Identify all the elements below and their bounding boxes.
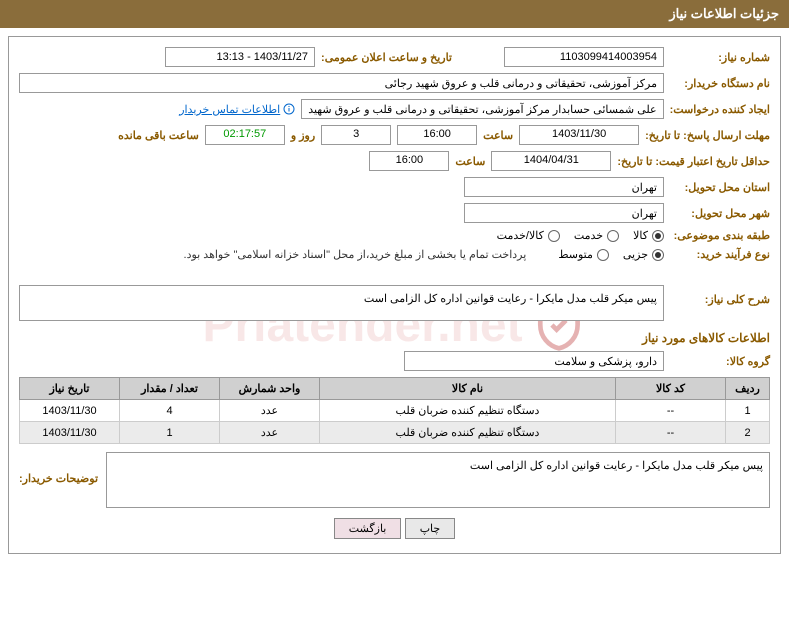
radio-icon — [607, 230, 619, 242]
cell-date: 1403/11/30 — [20, 422, 120, 444]
main-panel: Priatender.net شماره نیاز: 1103099414003… — [8, 36, 781, 554]
desc-box: پیس میکر قلب مدل مایکرا - رعایت قوانین ا… — [19, 285, 664, 321]
contact-link[interactable]: اطلاعات تماس خریدار — [179, 103, 295, 116]
deadline-time: 16:00 — [397, 125, 477, 145]
hour-label-1: ساعت — [483, 129, 513, 142]
table-row: 1--دستگاه تنظیم کننده ضربان قلبعدد41403/… — [20, 400, 770, 422]
row-requester: ایجاد کننده درخواست: علی شمسائی حسابدار … — [19, 99, 770, 119]
th-name: نام کالا — [320, 378, 616, 400]
cell-n: 2 — [726, 422, 770, 444]
radio-icon — [597, 249, 609, 261]
row-buyer: نام دستگاه خریدار: مرکز آموزشی، تحقیقاتی… — [19, 73, 770, 93]
goods-section-title: اطلاعات کالاهای مورد نیاز — [19, 331, 770, 345]
cell-date: 1403/11/30 — [20, 400, 120, 422]
row-group: گروه کالا: دارو، پزشکی و سلامت — [19, 351, 770, 371]
proc-radios: جزیی متوسط — [558, 248, 664, 261]
row-validity: حداقل تاریخ اعتبار قیمت: تا تاریخ: 1404/… — [19, 151, 770, 171]
row-category: طبقه بندی موضوعی: کالا خدمت کالا/خدمت — [19, 229, 770, 242]
row-city: شهر محل تحویل: تهران — [19, 203, 770, 223]
validity-time: 16:00 — [369, 151, 449, 171]
cell-unit: عدد — [220, 400, 320, 422]
radio-goods-service[interactable]: کالا/خدمت — [497, 229, 560, 242]
deadline-date: 1403/11/30 — [519, 125, 639, 145]
table-row: 2--دستگاه تنظیم کننده ضربان قلبعدد11403/… — [20, 422, 770, 444]
need-no-field: 1103099414003954 — [504, 47, 664, 67]
province-field: تهران — [464, 177, 664, 197]
radio-medium[interactable]: متوسط — [558, 248, 609, 261]
announce-label: تاریخ و ساعت اعلان عمومی: — [321, 51, 452, 64]
button-row: چاپ بازگشت — [19, 518, 770, 539]
row-deadline: مهلت ارسال پاسخ: تا تاریخ: 1403/11/30 سا… — [19, 125, 770, 145]
city-label: شهر محل تحویل: — [670, 207, 770, 220]
city-field: تهران — [464, 203, 664, 223]
countdown: 02:17:57 — [205, 125, 285, 145]
category-label: طبقه بندی موضوعی: — [670, 229, 770, 242]
cell-name: دستگاه تنظیم کننده ضربان قلب — [320, 422, 616, 444]
cell-code: -- — [616, 400, 726, 422]
validity-date: 1404/04/31 — [491, 151, 611, 171]
buyer-field: مرکز آموزشی، تحقیقاتی و درمانی قلب و عرو… — [19, 73, 664, 93]
buyer-notes-box: پیس میکر قلب مدل مایکرا - رعایت قوانین ا… — [106, 452, 770, 508]
th-unit: واحد شمارش — [220, 378, 320, 400]
radio-minor[interactable]: جزیی — [623, 248, 664, 261]
need-no-label: شماره نیاز: — [670, 51, 770, 64]
buyer-notes-row: پیس میکر قلب مدل مایکرا - رعایت قوانین ا… — [19, 452, 770, 508]
th-qty: تعداد / مقدار — [120, 378, 220, 400]
back-button[interactable]: بازگشت — [334, 518, 402, 539]
group-field: دارو، پزشکی و سلامت — [404, 351, 664, 371]
radio-icon — [548, 230, 560, 242]
radio-icon — [652, 230, 664, 242]
validity-label: حداقل تاریخ اعتبار قیمت: تا تاریخ: — [617, 155, 770, 168]
info-icon — [283, 103, 295, 115]
row-province: استان محل تحویل: تهران — [19, 177, 770, 197]
th-code: کد کالا — [616, 378, 726, 400]
buyer-notes-label: توضیحات خریدار: — [19, 452, 98, 508]
row-need-no: شماره نیاز: 1103099414003954 تاریخ و ساع… — [19, 47, 770, 67]
requester-field: علی شمسائی حسابدار مرکز آموزشی، تحقیقاتی… — [301, 99, 663, 119]
cell-n: 1 — [726, 400, 770, 422]
panel-header: جزئیات اطلاعات نیاز — [0, 0, 789, 28]
radio-icon — [652, 249, 664, 261]
desc-label: شرح کلی نیاز: — [670, 285, 770, 306]
cell-name: دستگاه تنظیم کننده ضربان قلب — [320, 400, 616, 422]
row-desc: شرح کلی نیاز: پیس میکر قلب مدل مایکرا - … — [19, 285, 770, 321]
cell-qty: 1 — [120, 422, 220, 444]
th-date: تاریخ نیاز — [20, 378, 120, 400]
days-and-label: روز و — [291, 129, 315, 142]
cell-code: -- — [616, 422, 726, 444]
proc-type-label: نوع فرآیند خرید: — [670, 248, 770, 261]
payment-note: پرداخت تمام یا بخشی از مبلغ خرید،از محل … — [184, 248, 527, 261]
days-remaining: 3 — [321, 125, 391, 145]
category-radios: کالا خدمت کالا/خدمت — [497, 229, 664, 242]
radio-service[interactable]: خدمت — [574, 229, 619, 242]
requester-label: ایجاد کننده درخواست: — [670, 103, 770, 116]
remain-label: ساعت باقی مانده — [118, 129, 199, 142]
row-proc-type: نوع فرآیند خرید: جزیی متوسط پرداخت تمام … — [19, 248, 770, 261]
cell-qty: 4 — [120, 400, 220, 422]
print-button[interactable]: چاپ — [405, 518, 456, 539]
announce-field: 1403/11/27 - 13:13 — [165, 47, 315, 67]
radio-goods[interactable]: کالا — [633, 229, 664, 242]
group-label: گروه کالا: — [670, 355, 770, 368]
hour-label-2: ساعت — [455, 155, 485, 168]
th-row: ردیف — [726, 378, 770, 400]
goods-table: ردیف کد کالا نام کالا واحد شمارش تعداد /… — [19, 377, 770, 444]
cell-unit: عدد — [220, 422, 320, 444]
buyer-label: نام دستگاه خریدار: — [670, 77, 770, 90]
deadline-label: مهلت ارسال پاسخ: تا تاریخ: — [645, 129, 770, 142]
province-label: استان محل تحویل: — [670, 181, 770, 194]
